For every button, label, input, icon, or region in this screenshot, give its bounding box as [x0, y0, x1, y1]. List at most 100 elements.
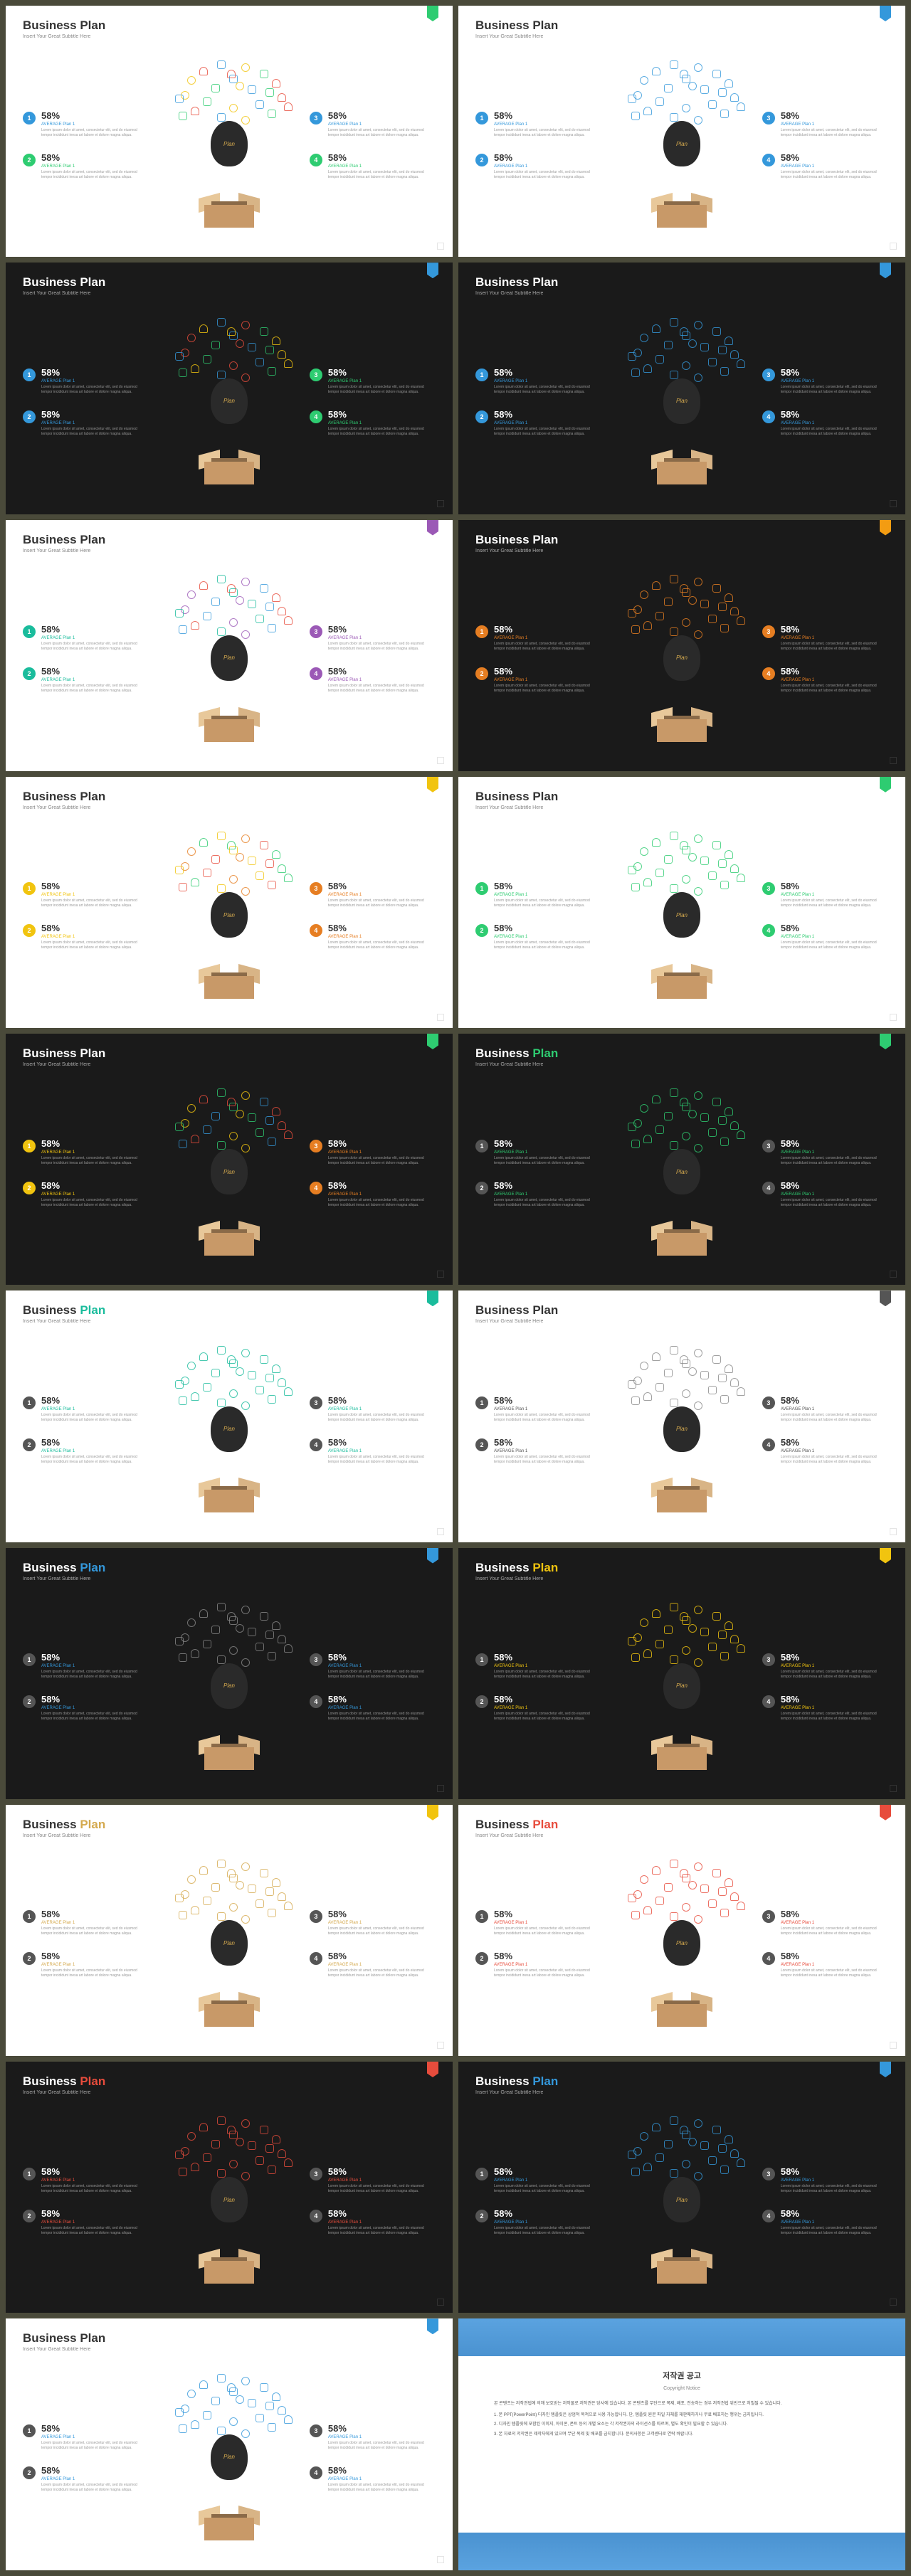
slide-title: Business Plan — [23, 533, 436, 547]
slide-subtitle: Insert Your Great Subtitle Here — [23, 34, 436, 39]
stat-block: 4 58% AVERAGE Plan 1 Lorem ipsum dolor s… — [762, 409, 888, 437]
slide-subtitle: Insert Your Great Subtitle Here — [475, 2090, 888, 2095]
right-col: 3 58% AVERAGE Plan 1 Lorem ipsum dolor s… — [762, 2166, 888, 2236]
stat-badge: 1 — [475, 2168, 488, 2180]
stat-avg: AVERAGE Plan 1 — [328, 421, 436, 425]
cloud-icon — [241, 834, 250, 843]
cloud-icon — [737, 1644, 745, 1653]
cloud-icon — [725, 2135, 733, 2143]
stat-badge: 1 — [475, 369, 488, 381]
cloud-icon — [211, 598, 220, 606]
cloud-icon — [712, 2126, 721, 2134]
stat-desc: Lorem ipsum dolor sit amet, consectetur … — [494, 1968, 601, 1978]
stat-pct: 58% — [494, 881, 601, 891]
stat-avg: AVERAGE Plan 1 — [328, 2178, 436, 2183]
cloud-icon — [628, 95, 636, 103]
stat-desc: Lorem ipsum dolor sit amet, consectetur … — [41, 1455, 149, 1465]
stat-block: 2 58% AVERAGE Plan 1 Lorem ipsum dolor s… — [23, 152, 149, 180]
stat-avg: AVERAGE Plan 1 — [494, 1963, 601, 1967]
cloud-icon — [730, 864, 739, 873]
stat-pct: 58% — [781, 1437, 888, 1448]
footer-marker — [437, 500, 444, 507]
cloud-icon — [694, 834, 702, 843]
cloud-icon — [265, 859, 274, 868]
stat-pct: 58% — [781, 1951, 888, 1961]
stat-block: 2 58% AVERAGE Plan 1 Lorem ipsum dolor s… — [475, 1437, 601, 1465]
cloud-icon — [229, 1132, 238, 1140]
stat-pct: 58% — [781, 624, 888, 635]
stat-block: 4 58% AVERAGE Plan 1 Lorem ipsum dolor s… — [762, 923, 888, 950]
cloud-icon — [256, 1128, 264, 1137]
cloud-icon — [217, 1603, 226, 1611]
cloud-icon — [248, 857, 256, 865]
cloud-icon — [682, 1389, 690, 1398]
slide-title: Business Plan — [475, 2074, 888, 2089]
stat-pct: 58% — [494, 923, 601, 933]
center-graphic: Plan — [156, 817, 302, 1014]
stat-avg: AVERAGE Plan 1 — [781, 2220, 888, 2225]
cloud-icon — [278, 93, 286, 102]
cloud-icon — [643, 1906, 652, 1914]
cloud-icon — [241, 1862, 250, 1871]
stat-desc: Lorem ipsum dolor sit amet, consectetur … — [328, 385, 436, 395]
slide-subtitle: Insert Your Great Subtitle Here — [23, 2347, 436, 2352]
cloud-icon — [718, 859, 727, 868]
cloud-icon — [737, 359, 745, 368]
cloud-icon — [670, 1603, 678, 1611]
stat-badge: 1 — [475, 112, 488, 124]
stat-pct: 58% — [328, 624, 436, 635]
footer-marker — [890, 1785, 897, 1792]
cloud-icon — [203, 1897, 211, 1905]
stat-block: 1 58% AVERAGE Plan 1 Lorem ipsum dolor s… — [475, 110, 601, 138]
cloud-icon — [175, 1894, 184, 1902]
center-graphic: Plan — [156, 2359, 302, 2556]
stat-avg: AVERAGE Plan 1 — [781, 678, 888, 682]
stat-desc: Lorem ipsum dolor sit amet, consectetur … — [494, 385, 601, 395]
stat-pct: 58% — [781, 2166, 888, 2177]
box-icon — [204, 1224, 254, 1256]
cloud-icon — [236, 596, 244, 605]
stat-desc: Lorem ipsum dolor sit amet, consectetur … — [41, 128, 149, 138]
cloud-icon — [631, 625, 640, 634]
box-icon — [657, 1995, 707, 2027]
cloud-icon — [628, 1123, 636, 1131]
lightbulb-icon: Plan — [663, 1149, 700, 1194]
stat-block: 2 58% AVERAGE Plan 1 Lorem ipsum dolor s… — [475, 152, 601, 180]
stat-desc: Lorem ipsum dolor sit amet, consectetur … — [41, 2184, 149, 2194]
cloud-icon — [628, 352, 636, 361]
cloud-icon — [652, 67, 660, 75]
cloud-icon — [631, 2168, 640, 2176]
cloud-icon — [670, 1346, 678, 1355]
cloud-icon — [211, 1112, 220, 1120]
stat-block: 4 58% AVERAGE Plan 1 Lorem ipsum dolor s… — [762, 666, 888, 694]
stat-badge: 2 — [23, 1182, 36, 1194]
cloud-icon — [680, 2126, 688, 2134]
cloud-icon — [187, 1362, 196, 1370]
stat-avg: AVERAGE Plan 1 — [41, 122, 149, 127]
stat-desc: Lorem ipsum dolor sit amet, consectetur … — [494, 170, 601, 180]
slide-title: Business Plan — [475, 1303, 888, 1318]
cloud-icon — [652, 1609, 660, 1618]
cloud-icon — [730, 2149, 739, 2158]
cloud-icon — [227, 841, 236, 849]
center-graphic: Plan — [156, 1589, 302, 1786]
stat-badge: 1 — [23, 2168, 36, 2180]
stat-block: 2 58% AVERAGE Plan 1 Lorem ipsum dolor s… — [23, 923, 149, 950]
stat-desc: Lorem ipsum dolor sit amet, consectetur … — [41, 1670, 149, 1680]
stat-avg: AVERAGE Plan 1 — [781, 893, 888, 897]
cloud-icon — [217, 371, 226, 379]
stat-badge: 4 — [762, 410, 775, 423]
box-icon — [657, 710, 707, 742]
stat-desc: Lorem ipsum dolor sit amet, consectetur … — [781, 1926, 888, 1936]
slide: Business Plan Insert Your Great Subtitle… — [458, 6, 905, 257]
cloud-icon — [712, 1355, 721, 1364]
stat-badge: 1 — [475, 882, 488, 895]
cp-subtitle: Copyright Notice — [494, 2385, 870, 2392]
left-col: 1 58% AVERAGE Plan 1 Lorem ipsum dolor s… — [23, 1909, 149, 1978]
stat-block: 4 58% AVERAGE Plan 1 Lorem ipsum dolor s… — [762, 2208, 888, 2236]
stat-desc: Lorem ipsum dolor sit amet, consectetur … — [41, 1156, 149, 1166]
cloud-icon — [272, 2135, 280, 2143]
stat-avg: AVERAGE Plan 1 — [41, 678, 149, 682]
cloud-icon — [241, 1401, 250, 1410]
cloud-icon — [708, 100, 717, 109]
